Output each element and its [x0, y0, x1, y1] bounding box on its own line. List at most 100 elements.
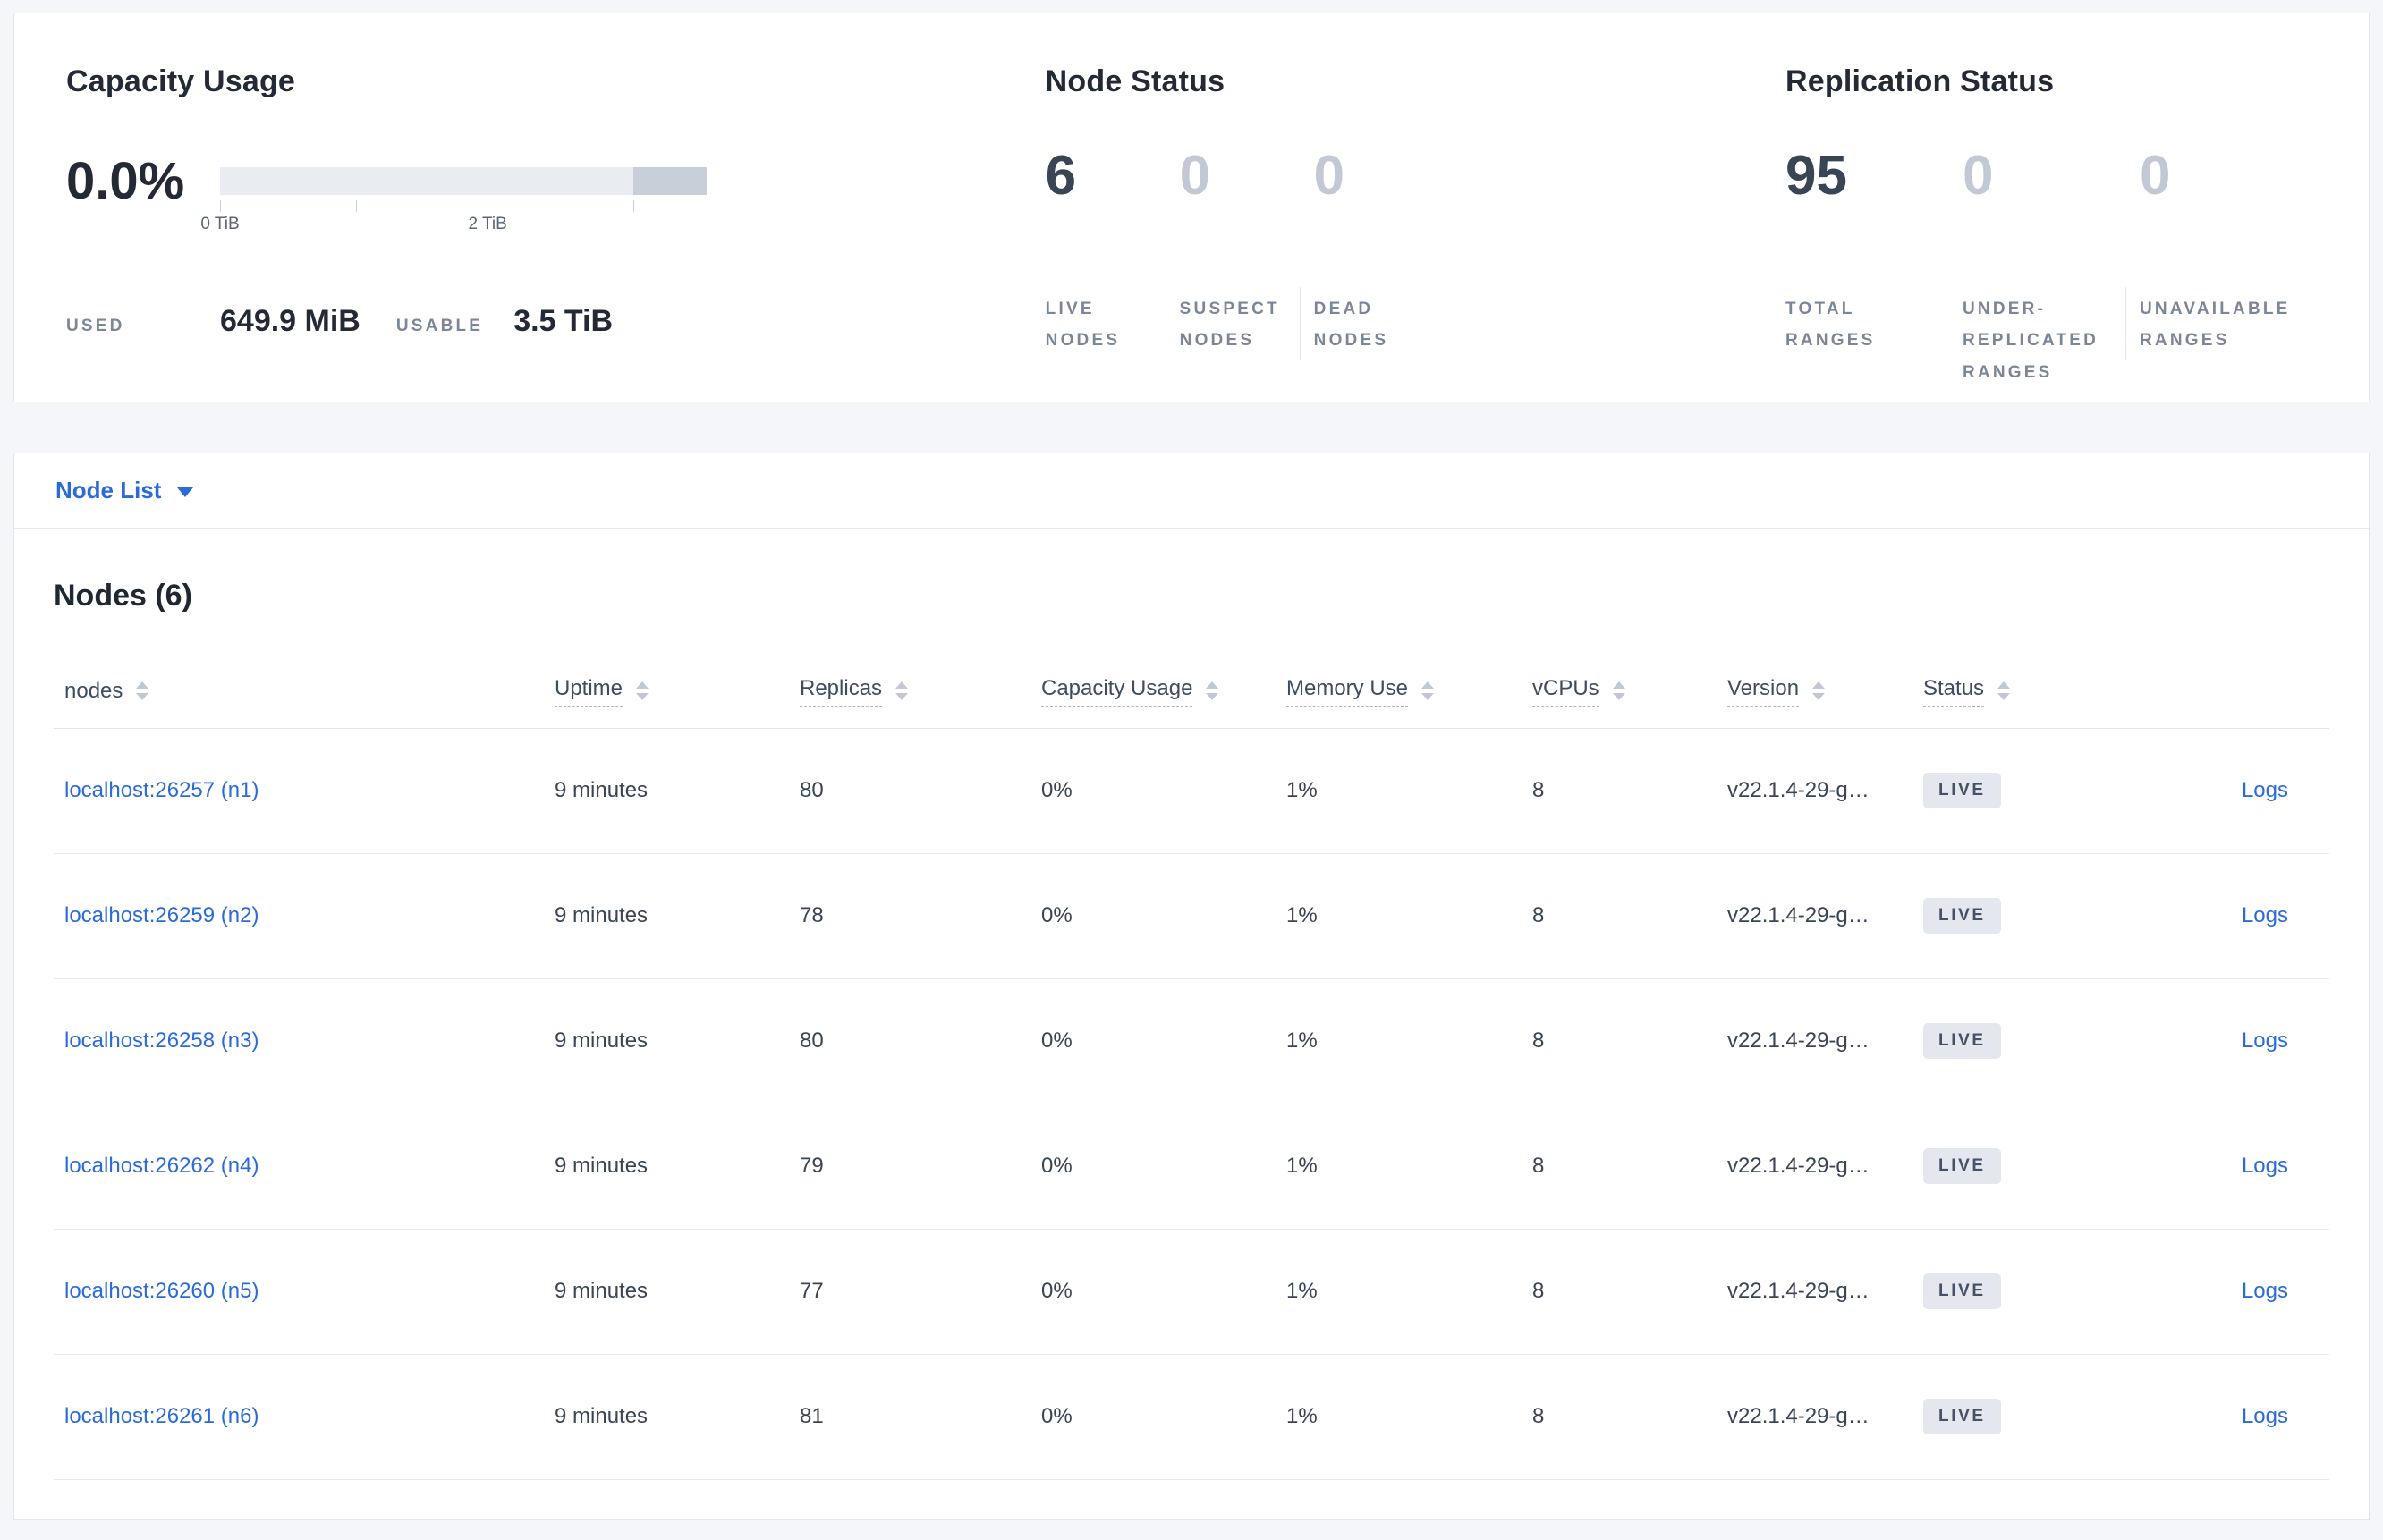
uptime-cell: 9 minutes: [555, 853, 800, 979]
node-link[interactable]: localhost:26258 (n3): [64, 1028, 259, 1053]
memory-use-cell: 1%: [1286, 1104, 1532, 1230]
uptime-cell: 9 minutes: [555, 1354, 800, 1480]
vcpus-cell: 8: [1532, 728, 1727, 854]
node-link[interactable]: localhost:26262 (n4): [64, 1154, 259, 1178]
version-cell: v22.1.4-29-g…: [1727, 1354, 1923, 1480]
nodes-table-section: Nodes (6) nodes: [14, 579, 2369, 1519]
sort-icon: [1997, 681, 2011, 701]
dead-nodes-label: DEAD NODES: [1313, 300, 1389, 351]
version-cell: v22.1.4-29-g…: [1727, 853, 1923, 979]
status-badge: LIVE: [1923, 1023, 2001, 1059]
table-row: localhost:26260 (n5) 9 minutes 77 0% 1% …: [54, 1229, 2329, 1355]
status-badge: LIVE: [1923, 773, 2001, 808]
capacity-usage-cell: 0%: [1041, 728, 1286, 854]
memory-use-cell: 1%: [1286, 1229, 1532, 1355]
used-value: 649.9 MiB: [220, 304, 360, 338]
table-row: localhost:26262 (n4) 9 minutes 79 0% 1% …: [54, 1104, 2329, 1230]
memory-use-cell: 1%: [1286, 728, 1532, 854]
version-cell: v22.1.4-29-g…: [1727, 1104, 1923, 1230]
under-replicated-ranges-stat: 0 UNDER-REPLICATED RANGES: [1963, 144, 2140, 388]
usable-value: 3.5 TiB: [513, 304, 614, 338]
status-badge: LIVE: [1923, 1148, 2001, 1184]
sort-icon: [136, 681, 149, 701]
memory-use-cell: 1%: [1286, 853, 1532, 979]
capacity-usage-cell: 0%: [1041, 1104, 1286, 1230]
under-replicated-ranges-count: 0: [1963, 145, 1994, 207]
version-cell: v22.1.4-29-g…: [1727, 728, 1923, 854]
column-header-status[interactable]: Status: [1923, 655, 2120, 729]
logs-link[interactable]: Logs: [2241, 1279, 2288, 1303]
gauge-tick: [633, 200, 635, 212]
replicas-cell: 78: [800, 853, 1041, 979]
suspect-nodes-label: SUSPECT NODES: [1179, 300, 1280, 351]
capacity-usage-cell: 0%: [1041, 978, 1286, 1104]
uptime-cell: 9 minutes: [555, 978, 800, 1104]
node-status-title: Node Status: [1045, 64, 1225, 98]
unavailable-ranges-label: UNAVAILABLE RANGES: [2140, 300, 2291, 351]
capacity-usage-cell: 0%: [1041, 1229, 1286, 1355]
logs-link[interactable]: Logs: [2241, 1028, 2288, 1053]
status-badge: LIVE: [1923, 898, 2001, 934]
node-link[interactable]: localhost:26257 (n1): [64, 778, 259, 802]
status-badge: LIVE: [1923, 1399, 2001, 1434]
column-header-memory-use[interactable]: Memory Use: [1286, 655, 1532, 729]
node-link[interactable]: localhost:26260 (n5): [64, 1279, 259, 1303]
column-header-version[interactable]: Version: [1727, 655, 1923, 729]
column-header-capacity-usage[interactable]: Capacity Usage: [1041, 655, 1286, 729]
capacity-used-percent: 0.0%: [66, 152, 185, 210]
live-nodes-count: 6: [1045, 145, 1077, 207]
logs-link[interactable]: Logs: [2241, 1404, 2288, 1428]
capacity-usage-section: Capacity Usage 0.0% 0 TiB 2 TiB USED 6: [66, 63, 1046, 402]
view-selector-label: Node List: [55, 477, 162, 503]
node-status-section: Node Status 6 LIVE NODES 0 SUSPECT NODES…: [1046, 63, 1785, 402]
column-header-logs: [2120, 655, 2329, 729]
vcpus-cell: 8: [1532, 978, 1727, 1104]
replication-status-title: Replication Status: [1785, 64, 2055, 98]
view-selector-bar: Node List: [14, 453, 2369, 529]
sort-icon: [636, 681, 649, 701]
replicas-cell: 81: [800, 1354, 1041, 1480]
cluster-summary-panel: Capacity Usage 0.0% 0 TiB 2 TiB USED 6: [13, 13, 2370, 402]
replicas-cell: 77: [800, 1229, 1041, 1355]
vcpus-cell: 8: [1532, 853, 1727, 979]
capacity-gauge-bar: 0 TiB 2 TiB: [200, 167, 707, 233]
usable-label: USABLE: [395, 317, 484, 335]
vcpus-cell: 8: [1532, 1229, 1727, 1355]
nodes-heading: Nodes (6): [54, 579, 192, 613]
capacity-gauge-track: [220, 167, 707, 195]
dead-nodes-count: 0: [1313, 145, 1345, 207]
capacity-usage-cell: 0%: [1041, 1354, 1286, 1480]
view-selector-dropdown[interactable]: Node List: [55, 477, 194, 504]
total-ranges-count: 95: [1785, 145, 1847, 207]
cluster-overview-page: Capacity Usage 0.0% 0 TiB 2 TiB USED 6: [0, 13, 2383, 1520]
suspect-nodes-count: 0: [1179, 145, 1211, 207]
replicas-cell: 79: [800, 1104, 1041, 1230]
gauge-tick: [356, 200, 358, 212]
live-nodes-label: LIVE NODES: [1045, 300, 1121, 351]
status-badge: LIVE: [1923, 1273, 2001, 1309]
column-header-replicas[interactable]: Replicas: [800, 655, 1041, 729]
node-link[interactable]: localhost:26261 (n6): [64, 1404, 259, 1428]
live-nodes-stat: 6 LIVE NODES: [1046, 144, 1180, 357]
column-header-nodes[interactable]: nodes: [54, 655, 555, 729]
suspect-nodes-stat: 0 SUSPECT NODES: [1180, 144, 1314, 357]
uptime-cell: 9 minutes: [555, 1229, 800, 1355]
capacity-usage-cell: 0%: [1041, 853, 1286, 979]
vcpus-cell: 8: [1532, 1104, 1727, 1230]
column-header-uptime[interactable]: Uptime: [555, 655, 800, 729]
logs-link[interactable]: Logs: [2241, 903, 2288, 927]
under-replicated-ranges-label: UNDER-REPLICATED RANGES: [1963, 300, 2099, 382]
logs-link[interactable]: Logs: [2241, 1154, 2288, 1178]
sort-icon: [1812, 681, 1826, 701]
table-row: localhost:26259 (n2) 9 minutes 78 0% 1% …: [54, 853, 2329, 979]
sort-icon: [1421, 681, 1435, 701]
sort-icon: [1206, 681, 1219, 701]
table-header-row: nodes Uptime Replicas Capacity Usage Mem: [54, 655, 2329, 729]
column-header-vcpus[interactable]: vCPUs: [1532, 655, 1727, 729]
logs-link[interactable]: Logs: [2241, 778, 2288, 802]
replicas-cell: 80: [800, 978, 1041, 1104]
node-link[interactable]: localhost:26259 (n2): [64, 903, 259, 927]
sort-icon: [1612, 681, 1625, 701]
table-row: localhost:26261 (n6) 9 minutes 81 0% 1% …: [54, 1354, 2329, 1480]
unavailable-ranges-count: 0: [2140, 145, 2171, 207]
